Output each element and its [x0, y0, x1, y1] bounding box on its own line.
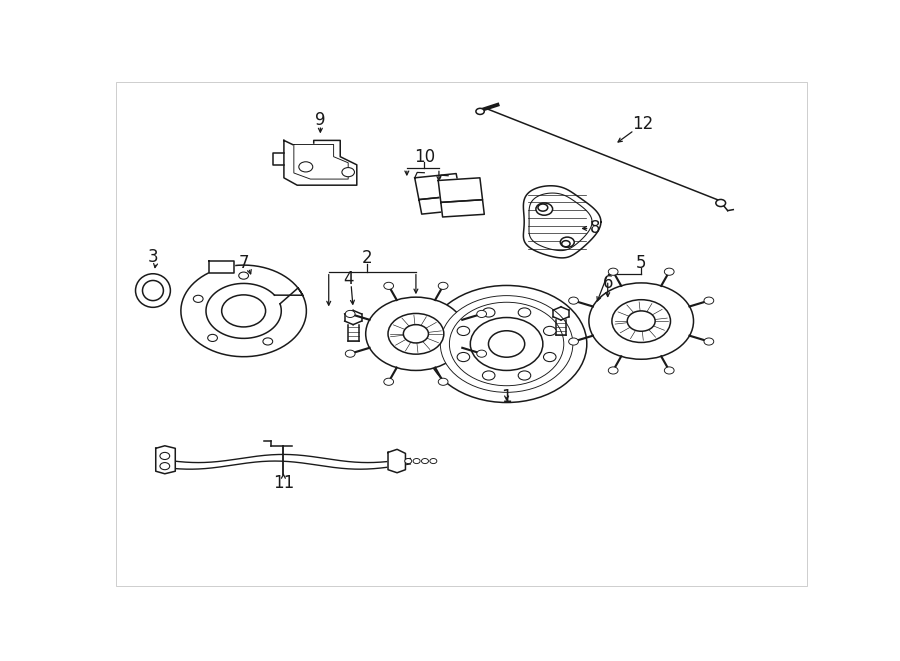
- Text: 8: 8: [590, 219, 600, 237]
- Text: 9: 9: [315, 111, 326, 129]
- Circle shape: [346, 350, 356, 357]
- Circle shape: [346, 311, 356, 317]
- Polygon shape: [273, 153, 284, 165]
- Circle shape: [489, 330, 525, 357]
- Circle shape: [403, 325, 428, 343]
- Text: 3: 3: [148, 249, 158, 266]
- Ellipse shape: [142, 280, 164, 301]
- Circle shape: [194, 295, 203, 302]
- Text: 5: 5: [636, 254, 646, 272]
- Text: 6: 6: [602, 274, 613, 292]
- Polygon shape: [284, 140, 356, 185]
- Polygon shape: [529, 193, 592, 251]
- Circle shape: [536, 203, 553, 215]
- Circle shape: [612, 299, 670, 342]
- Circle shape: [569, 297, 579, 304]
- Polygon shape: [438, 178, 482, 202]
- Circle shape: [627, 311, 655, 331]
- Text: 11: 11: [273, 474, 294, 492]
- Circle shape: [477, 350, 487, 357]
- Polygon shape: [524, 186, 601, 258]
- Circle shape: [440, 295, 573, 393]
- Text: 10: 10: [414, 148, 435, 166]
- Circle shape: [342, 168, 355, 176]
- Text: 2: 2: [362, 249, 373, 268]
- Circle shape: [704, 297, 714, 304]
- Circle shape: [544, 327, 556, 336]
- Circle shape: [430, 459, 436, 463]
- Polygon shape: [415, 174, 461, 200]
- Text: 7: 7: [238, 254, 249, 272]
- Circle shape: [457, 327, 470, 336]
- Circle shape: [208, 334, 218, 342]
- Circle shape: [476, 108, 484, 114]
- Circle shape: [608, 268, 618, 275]
- Circle shape: [383, 378, 393, 385]
- Circle shape: [518, 308, 531, 317]
- Circle shape: [160, 452, 170, 459]
- Circle shape: [299, 162, 313, 172]
- Circle shape: [608, 367, 618, 374]
- Circle shape: [664, 268, 674, 275]
- Circle shape: [664, 367, 674, 374]
- Circle shape: [457, 352, 470, 362]
- Circle shape: [421, 459, 428, 463]
- Circle shape: [221, 295, 266, 327]
- Circle shape: [538, 204, 548, 211]
- Circle shape: [569, 338, 579, 345]
- Ellipse shape: [136, 274, 170, 307]
- Circle shape: [477, 311, 487, 317]
- Text: 12: 12: [632, 115, 653, 133]
- Circle shape: [716, 200, 725, 207]
- Circle shape: [365, 297, 466, 370]
- Circle shape: [427, 286, 587, 403]
- Circle shape: [544, 352, 556, 362]
- Circle shape: [561, 237, 574, 247]
- Circle shape: [589, 283, 694, 360]
- Circle shape: [471, 317, 543, 370]
- Circle shape: [704, 338, 714, 345]
- Text: 1: 1: [501, 389, 512, 407]
- Text: 4: 4: [343, 270, 354, 288]
- Circle shape: [383, 282, 393, 290]
- Circle shape: [238, 272, 248, 279]
- Circle shape: [160, 463, 170, 470]
- Circle shape: [518, 371, 531, 380]
- Polygon shape: [293, 145, 348, 179]
- Circle shape: [438, 378, 448, 385]
- Circle shape: [263, 338, 273, 345]
- Circle shape: [438, 282, 448, 290]
- Circle shape: [562, 241, 570, 247]
- Circle shape: [413, 459, 420, 463]
- Circle shape: [482, 308, 495, 317]
- Circle shape: [449, 302, 563, 386]
- Polygon shape: [441, 200, 484, 217]
- Circle shape: [388, 313, 444, 354]
- Circle shape: [482, 371, 495, 380]
- Polygon shape: [209, 260, 234, 274]
- Polygon shape: [156, 446, 176, 474]
- Circle shape: [405, 459, 411, 463]
- Polygon shape: [418, 196, 464, 214]
- Polygon shape: [388, 449, 405, 473]
